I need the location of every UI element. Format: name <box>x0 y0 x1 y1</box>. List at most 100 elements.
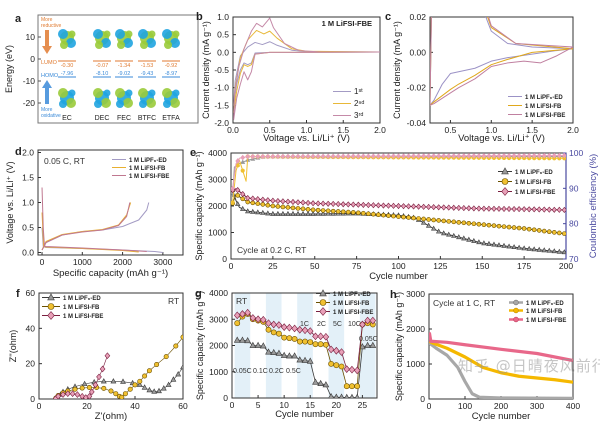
data-point-1-m-lipf-ed <box>322 381 330 388</box>
ce-marker-1-m-lifsi-fbe <box>511 153 517 159</box>
plot-frame <box>37 14 199 124</box>
ce-marker-1-m-lifsi-fbe <box>315 153 321 160</box>
homo-orbital-icon <box>123 98 133 108</box>
capacity-marker-1-m-lipf-ed <box>536 246 542 252</box>
data-point-1-m-lifsi-fb <box>163 354 169 360</box>
x-axis-label: Cycle number <box>369 271 428 282</box>
series-line-1-m-lifsi-fbe <box>430 17 573 106</box>
ce-marker-1-m-lifsi-fbe <box>305 153 311 160</box>
capacity-marker-1-m-lifsi-fbe <box>285 198 291 205</box>
capacity-marker-1-m-lipf-ed <box>290 210 296 216</box>
series-line-1-m-lifsi-fb <box>429 339 573 384</box>
capacity-marker-1-m-lipf-ed <box>255 209 261 215</box>
ce-marker-1-m-lifsi-fbe <box>250 153 256 160</box>
data-point-1-m-lifsi-fb <box>180 334 183 340</box>
y-tick-label: 4000 <box>208 148 227 158</box>
capacity-marker-1-m-lipf-ed <box>265 210 271 216</box>
molecule-label: EC <box>62 115 72 122</box>
homo-orbital-icon <box>94 100 102 108</box>
lumo-orbital-icon <box>93 29 103 39</box>
capacity-marker-1-m-lifsi-fbe <box>536 206 542 213</box>
data-point-1-m-lifsi-fb <box>343 383 350 390</box>
data-point-1-m-lifsi-fbe <box>60 391 66 398</box>
ce-marker-1-m-lifsi-fbe <box>496 153 502 159</box>
legend-label: 1 M LiPF₆-ED <box>525 95 563 101</box>
lumo-orbital-icon <box>172 30 180 38</box>
legend-marker <box>319 299 327 306</box>
legend-label: 1 M LiPF₆-ED <box>333 292 371 298</box>
y-tick-label: -10 <box>23 76 36 86</box>
capacity-marker-1-m-lifsi-fbe <box>365 201 371 209</box>
capacity-marker-1-m-lifsi-fbe <box>240 191 246 198</box>
capacity-marker-1-m-lifsi-fb <box>300 206 306 212</box>
homo-orbital-icon <box>163 100 171 108</box>
plot-area <box>430 17 573 106</box>
homo-value: -7.96 <box>61 71 74 77</box>
lumo-orbital-icon <box>103 30 111 38</box>
data-point-1-m-lipf-ed <box>339 393 345 398</box>
legend-item-1-m-lifsi-fbe: 1 M LiFSI-FBE <box>316 307 373 316</box>
data-point-1-m-lifsi-fbe <box>260 315 267 324</box>
capacity-marker-1-m-lipf-ed <box>516 244 522 250</box>
data-point-1-m-lifsi-fbe <box>239 310 246 318</box>
capacity-marker-1-m-lifsi-fbe <box>375 202 381 209</box>
legend-label: 1 M LiFSI-FB <box>526 309 563 315</box>
molecule-dec: -0.07 -8.10 DEC <box>93 29 111 122</box>
y-tick-label: 1000 <box>406 359 425 369</box>
capacity-marker-1-m-lipf-ed <box>250 208 256 214</box>
capacity-marker-1-m-lifsi-fbe <box>360 201 366 208</box>
data-point-1-m-lipf-ed <box>344 393 350 398</box>
x-tick-label: 20 <box>82 401 92 411</box>
legend-marker <box>501 167 509 175</box>
capacity-marker-1-m-lifsi-fbe <box>501 205 507 212</box>
x-tick-label: 1.5 <box>337 125 349 135</box>
ce-marker-1-m-lifsi-fbe <box>401 153 406 159</box>
y-tick-label: -0.04 <box>407 118 427 128</box>
legend-item-1-m-lifsi-fb: 1 M LiFSI-FB <box>508 104 562 110</box>
ce-marker-1-m-lifsi-fbe <box>231 185 236 192</box>
panel-letter: b <box>196 11 203 23</box>
capacity-marker-1-m-lifsi-fb <box>381 212 386 218</box>
capacity-marker-1-m-lifsi-fbe <box>486 205 492 212</box>
data-point-1-m-lipf-ed <box>369 341 377 348</box>
data-point-1-m-lifsi-fb <box>72 386 78 392</box>
x-axis-label: Cycle number <box>472 411 531 422</box>
annotation: 0.2C <box>269 368 284 375</box>
legend-label: 1 M LiFSI-FBE <box>333 310 373 316</box>
capacity-marker-1-m-lifsi-fb <box>441 218 447 224</box>
lumo-orbital-icon <box>66 38 76 48</box>
capacity-marker-1-m-lipf-ed <box>471 237 477 243</box>
panel-e: 0 25 50 75 100 125 150 175 200010002000300040007… <box>190 147 599 282</box>
data-point-1-m-lipf-ed <box>364 341 371 348</box>
data-point-1-m-lifsi-fbe <box>96 373 102 381</box>
ce-marker-1-m-lifsi-fbe <box>235 158 241 164</box>
capacity-marker-1-m-lifsi-fb <box>541 228 547 234</box>
x-tick-label: 300 <box>530 401 544 411</box>
annotation: Cycle at 0.2 C, RT <box>237 245 306 255</box>
ce-marker-1-m-lifsi-fbe <box>541 153 547 159</box>
x-tick-label: 60 <box>178 401 188 411</box>
lumo-orbital-icon <box>148 30 156 38</box>
data-point-1-m-lipf-ed <box>110 378 117 384</box>
capacity-marker-1-m-lifsi-fbe <box>531 206 537 213</box>
capacity-marker-1-m-lifsi-fb <box>521 226 527 231</box>
panel-letter: e <box>190 147 196 159</box>
legend-label: 3ʳᵈ <box>354 111 363 120</box>
ce-marker-1-m-lifsi-fb <box>231 200 235 205</box>
capacity-marker-1-m-lifsi-fbe <box>446 204 452 211</box>
data-point-1-m-lipf-ed <box>359 343 366 350</box>
homo-orbital-icon <box>138 88 148 98</box>
legend-item-1-m-lipf-ed: 1 M LiPF₆-ED <box>316 289 371 298</box>
capacity-marker-1-m-lipf-ed <box>556 248 563 254</box>
ce-marker-1-m-lifsi-fbe <box>391 153 396 159</box>
ce-marker-1-m-lifsi-fbe <box>320 153 326 160</box>
ce-marker-1-m-lifsi-fbe <box>481 153 487 159</box>
series-line-1-m-lifsi-fbe <box>429 332 573 363</box>
capacity-marker-1-m-lifsi-fb <box>551 230 557 235</box>
ce-marker-1-m-lifsi-fbe <box>506 153 512 159</box>
homo-orbital-icon <box>93 88 103 98</box>
ce-marker-1-m-lifsi-fbe <box>381 153 386 159</box>
capacity-marker-1-m-lipf-ed <box>466 236 472 242</box>
ce-marker-1-m-lifsi-fbe <box>325 153 331 160</box>
